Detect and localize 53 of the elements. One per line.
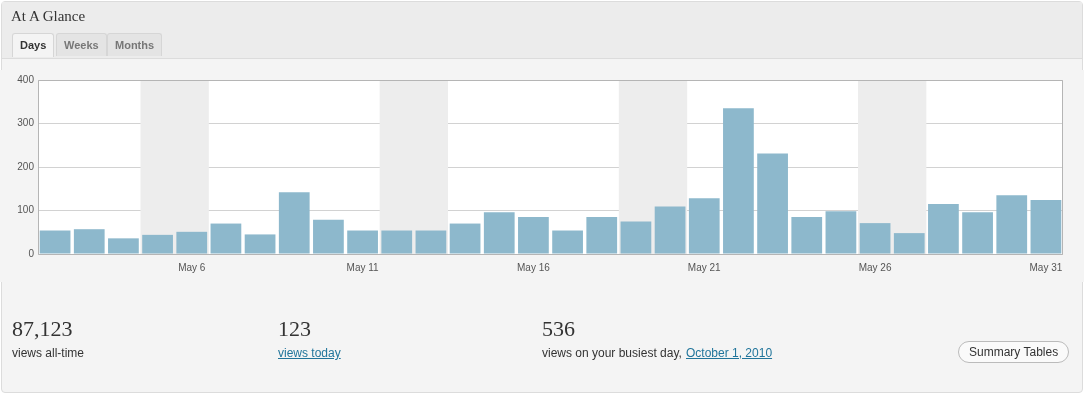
bar: [176, 231, 208, 254]
bar: [210, 223, 242, 254]
bar: [244, 234, 276, 254]
y-tick-label: 300: [17, 117, 35, 129]
bar: [483, 212, 515, 254]
x-tick-label: May 31: [1029, 261, 1063, 273]
bar: [518, 217, 549, 254]
bar: [108, 238, 139, 254]
chart-title: At A Glance: [11, 8, 86, 25]
bar: [73, 229, 105, 254]
text: October 1, 2010: [686, 346, 773, 360]
x-tick-label: May 11: [346, 261, 380, 273]
bar: [39, 230, 71, 254]
bar: [723, 108, 754, 254]
bar: [415, 230, 447, 254]
bar: [688, 198, 720, 254]
y-tick-label: 200: [17, 160, 35, 172]
bar: [347, 230, 378, 254]
bar: [1030, 200, 1062, 254]
bar: [449, 223, 481, 254]
bar: [278, 192, 310, 254]
x-tick-label: May 21: [687, 261, 722, 273]
text: views all-time: [12, 346, 85, 360]
bar: [859, 223, 891, 254]
bar: [757, 153, 788, 254]
bar: [791, 217, 823, 254]
text: 87,123: [12, 316, 73, 342]
text: Days: [12, 33, 55, 57]
x-tick-label: May 26: [858, 261, 892, 273]
bar: [893, 233, 925, 254]
text: views on your busiest day,: [542, 346, 682, 360]
bar: [996, 195, 1028, 254]
text: 536: [542, 316, 575, 342]
text: Summary Tables: [958, 341, 1070, 363]
text: Weeks: [56, 33, 107, 56]
bar: [313, 219, 344, 254]
text: Months: [107, 33, 163, 56]
y-tick-label: 100: [17, 204, 35, 216]
bar: [586, 217, 618, 254]
y-tick-label: 400: [17, 73, 35, 85]
x-tick-label: May 16: [517, 261, 551, 273]
y-tick-label: 0: [28, 247, 35, 259]
x-tick-label: May 6: [178, 261, 206, 273]
bar: [552, 230, 583, 254]
bar: [962, 212, 993, 254]
bar: [825, 211, 857, 254]
bar: [928, 203, 959, 254]
bar: [654, 206, 686, 254]
bar: [381, 230, 413, 254]
text: views today: [278, 346, 341, 360]
text: 123: [278, 316, 311, 342]
bar: [142, 234, 173, 254]
bar: [620, 221, 652, 254]
